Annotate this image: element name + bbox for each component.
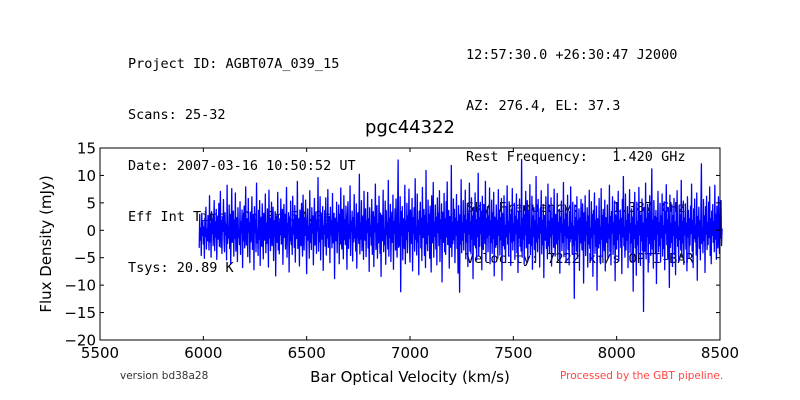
series-group — [198, 158, 723, 313]
project-id-text: Project ID: AGBT07A_039_15 — [128, 56, 340, 72]
date-text: Date: 2007-03-16 10:50:52 UT — [128, 158, 356, 174]
x-tick-label: 8000 — [598, 344, 636, 362]
y-tick-label: −20 — [64, 332, 96, 350]
x-tick-label: 8500 — [701, 344, 739, 362]
x-tick-label: 7000 — [391, 344, 429, 362]
scans-text: Scans: 25-32 — [128, 107, 226, 123]
x-axis-label: Bar Optical Velocity (km/s) — [310, 368, 510, 386]
y-tick-label: 15 — [77, 140, 96, 158]
y-tick-label: 0 — [86, 222, 96, 240]
x-tick-label: 7500 — [494, 344, 532, 362]
x-tick-label: 6500 — [288, 344, 326, 362]
x-tick-label: 5500 — [81, 344, 119, 362]
y-tick-label: 5 — [86, 194, 96, 212]
y-tick-label: −5 — [74, 249, 96, 267]
version-text: version bd38a28 — [120, 370, 209, 382]
coordinates-text: 12:57:30.0 +26:30:47 J2000 — [466, 47, 678, 63]
header-info-right: 12:57:30.0 +26:30:47 J2000 AZ: 276.4, EL… — [466, 13, 694, 285]
spectrum-series-line-0 — [198, 158, 723, 313]
y-axis-label: Flux Density (mJy) — [37, 175, 55, 312]
x-tick-label: 6000 — [184, 344, 222, 362]
azimuth-elevation-text: AZ: 276.4, EL: 37.3 — [466, 98, 621, 114]
pipeline-credit-text: Processed by the GBT pipeline. — [560, 370, 724, 382]
y-tick-label: −10 — [64, 277, 96, 295]
chart-title: pgc44322 — [365, 117, 455, 138]
rest-frequency-text: Rest Frequency: 1.420 GHz — [466, 149, 686, 165]
axes-group: 5500 6000 6500 7000 7500 8000 8500 −20 −15 −10 −5 0… — [64, 140, 739, 363]
y-tick-label: 10 — [77, 167, 96, 185]
y-tick-label: −15 — [64, 304, 96, 322]
tsys-text: Tsys: 20.89 K — [128, 260, 234, 276]
